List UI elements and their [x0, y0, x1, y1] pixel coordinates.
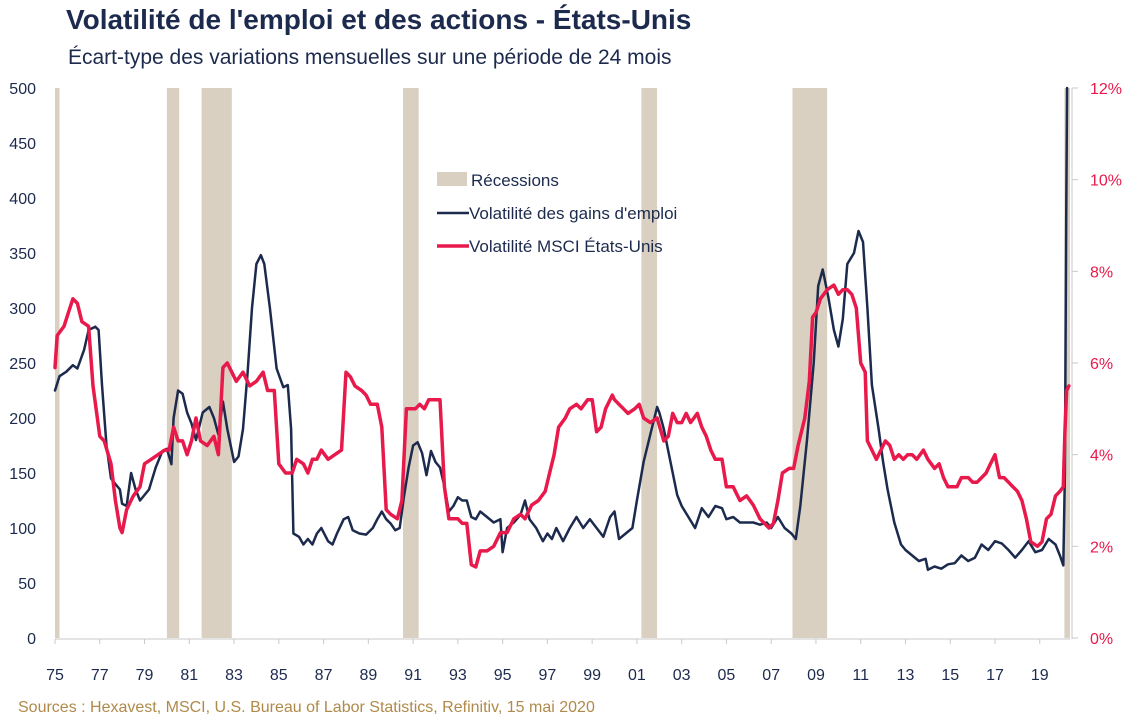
x-tick-labels: 75 77 79 81 83 85 87 89 91 93 95 97 99 01 03 05 07 09 11 13… [46, 639, 1049, 684]
x-tick-label: 89 [359, 667, 377, 684]
y-left-tick-label: 100 [9, 521, 36, 538]
y-right-tick-labels: 0% 2% 4% 6% 8% 10% 12% [1072, 81, 1122, 648]
x-tick-label: 83 [225, 667, 243, 684]
x-tick-label: 95 [494, 667, 512, 684]
y-left-tick-label: 200 [9, 411, 36, 428]
y-left-tick-label: 50 [18, 576, 36, 593]
y-left-tick-label: 400 [9, 191, 36, 208]
y-left-tick-label: 150 [9, 466, 36, 483]
y-right-tick-label: 10% [1090, 173, 1122, 190]
x-tick-label: 13 [897, 667, 915, 684]
recession-band-4 [641, 88, 658, 638]
x-tick-label: 77 [91, 667, 109, 684]
y-right-tick-label: 4% [1090, 448, 1113, 465]
recession-band-3 [403, 88, 419, 638]
x-tick-label: 05 [718, 667, 736, 684]
y-right-tick-label: 8% [1090, 264, 1113, 281]
series-line-msci [53, 283, 1071, 569]
recession-band-6 [1064, 88, 1070, 638]
recession-bands [55, 88, 1070, 638]
x-tick-label: 09 [807, 667, 825, 684]
x-tick-label: 01 [628, 667, 646, 684]
y-left-tick-label: 0 [27, 631, 36, 648]
y-left-tick-label: 500 [9, 81, 36, 98]
legend-label-employment: Volatilité des gains d'emploi [469, 204, 677, 223]
x-tick-label: 79 [136, 667, 154, 684]
series-lines [53, 86, 1071, 572]
x-tick-label: 15 [941, 667, 959, 684]
legend-swatch-recessions [437, 172, 467, 186]
x-tick-label: 17 [986, 667, 1004, 684]
y-right-tick-label: 0% [1090, 631, 1113, 648]
x-tick-label: 93 [449, 667, 467, 684]
recession-band-0 [55, 88, 60, 638]
y-right-tick-label: 6% [1090, 356, 1113, 373]
y-right-tick-label: 2% [1090, 539, 1113, 556]
x-tick-label: 87 [315, 667, 333, 684]
x-tick-label: 03 [673, 667, 691, 684]
x-tick-label: 19 [1031, 667, 1049, 684]
x-tick-label: 97 [538, 667, 556, 684]
x-tick-label: 11 [852, 667, 869, 684]
y-left-tick-label: 450 [9, 136, 36, 153]
x-tick-label: 91 [404, 667, 422, 684]
x-tick-label: 85 [270, 667, 288, 684]
y-right-tick-label: 12% [1090, 81, 1122, 98]
y-left-tick-label: 350 [9, 246, 36, 263]
legend-label-msci: Volatilité MSCI États-Unis [469, 237, 663, 256]
source-note: Sources : Hexavest, MSCI, U.S. Bureau of… [18, 699, 595, 716]
chart-title: Volatilité de l'emploi et des actions - … [66, 4, 692, 35]
y-left-tick-labels: 0 50 100 150 200 250 300 350 400 450 500 [9, 81, 36, 648]
x-tick-label: 75 [46, 667, 64, 684]
y-left-tick-label: 300 [9, 301, 36, 318]
x-tick-label: 81 [180, 667, 198, 684]
x-tick-label: 07 [762, 667, 780, 684]
legend-label-recessions: Récessions [471, 171, 559, 190]
x-tick-label: 99 [583, 667, 601, 684]
y-left-tick-label: 250 [9, 356, 36, 373]
recession-band-1 [166, 88, 180, 638]
chart-subtitle: Écart-type des variations mensuelles sur… [68, 46, 672, 69]
legend: Récessions Volatilité des gains d'emploi… [437, 171, 677, 256]
